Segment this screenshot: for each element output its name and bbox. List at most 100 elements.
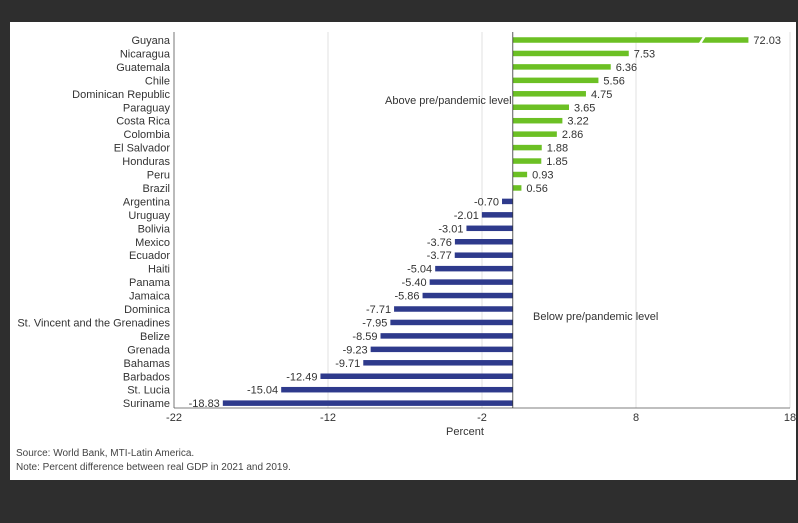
value-label: 3.22: [567, 116, 588, 128]
value-label: 0.56: [526, 183, 547, 195]
value-label: -5.40: [402, 277, 427, 289]
value-label: 4.75: [591, 89, 612, 101]
x-tick-label: 18: [784, 412, 796, 424]
bar: [512, 50, 629, 57]
bar: [502, 198, 513, 205]
footnote: Note: Percent difference between real GD…: [16, 462, 291, 473]
value-label: 2.86: [562, 129, 583, 141]
category-label: Brazil: [142, 183, 170, 195]
bar: [281, 386, 513, 393]
bar: [466, 225, 513, 232]
category-label: Grenada: [127, 344, 171, 356]
category-label: Suriname: [123, 398, 170, 410]
bar: [422, 292, 513, 299]
category-label: Guyana: [131, 35, 170, 47]
category-label: Nicaragua: [120, 48, 171, 60]
value-label: -9.23: [343, 344, 368, 356]
category-label: Mexico: [135, 237, 170, 249]
gridlines: [327, 32, 791, 408]
x-tick-label: -2: [477, 412, 487, 424]
category-label: Peru: [147, 170, 170, 182]
category-label: St. Vincent and the Grenadines: [17, 317, 170, 329]
chart-card: Guyana Nicaragua Guatemala Chile Dominican R…: [10, 22, 796, 480]
category-label: Bahamas: [124, 358, 171, 370]
category-label: Argentina: [123, 196, 171, 208]
value-label: -12.49: [286, 371, 317, 383]
value-label: 0.93: [532, 170, 553, 182]
x-tick-label: -22: [166, 412, 182, 424]
bar: [390, 319, 513, 326]
x-axis-label: Percent: [446, 426, 484, 438]
bar: [512, 37, 749, 43]
category-label: Jamaica: [129, 291, 171, 303]
bar: [435, 265, 513, 272]
value-label: -2.01: [454, 210, 479, 222]
value-label: 7.53: [634, 48, 655, 60]
bar: [222, 400, 513, 406]
bar: [512, 77, 599, 84]
value-label: -15.04: [247, 385, 278, 397]
bar: [320, 373, 513, 379]
category-label: Uruguay: [128, 210, 170, 222]
value-label: -5.86: [394, 291, 419, 303]
category-label: Barbados: [123, 371, 171, 383]
bar: [512, 144, 542, 151]
value-label: -3.77: [427, 250, 452, 262]
value-label: -7.95: [362, 317, 387, 329]
category-label: Bolivia: [138, 223, 171, 235]
bar: [512, 158, 542, 164]
bar: [370, 346, 513, 353]
source-note: Source: World Bank, MTI-Latin America.: [16, 448, 195, 459]
axes: -22 -12 -2 8 18: [166, 32, 796, 424]
annotation-above: Above pre/pandemic level: [385, 95, 512, 107]
value-label: 1.85: [546, 156, 567, 168]
x-tick-label: 8: [633, 412, 639, 424]
bar: [454, 239, 513, 245]
value-labels: 72.03 7.53 6.365.56 4.753.65 3.222.86 1.881.8…: [189, 35, 781, 410]
bar: [363, 360, 513, 366]
category-label: Panama: [129, 277, 171, 289]
category-label: Haiti: [148, 264, 170, 276]
value-label: -9.71: [335, 358, 360, 370]
category-label: Dominica: [124, 304, 171, 316]
category-label: Paraguay: [123, 102, 171, 114]
category-label: Costa Rica: [116, 116, 171, 128]
category-label: St. Lucia: [127, 385, 171, 397]
bar: [512, 171, 528, 178]
axis-break-mark: [698, 34, 707, 46]
bar: [512, 185, 522, 191]
category-label: Guatemala: [116, 62, 171, 74]
category-label: Ecuador: [129, 250, 170, 262]
value-label: 6.36: [616, 62, 637, 74]
bar: [512, 117, 563, 124]
value-label: 1.88: [547, 143, 568, 155]
bar: [512, 91, 586, 97]
value-label: 5.56: [603, 75, 624, 87]
value-label: 3.65: [574, 102, 595, 114]
category-label: Dominican Republic: [72, 89, 170, 101]
category-label: El Salvador: [114, 143, 171, 155]
category-label: Belize: [140, 331, 170, 343]
bar: [394, 306, 513, 312]
value-label: -3.01: [438, 223, 463, 235]
x-tick-label: -12: [320, 412, 336, 424]
bar: [512, 131, 557, 137]
bar: [429, 279, 513, 285]
value-label: -0.70: [474, 196, 499, 208]
value-label: -3.76: [427, 237, 452, 249]
value-label: -8.59: [352, 331, 377, 343]
bars: [222, 34, 749, 406]
value-label: -5.04: [407, 264, 432, 276]
value-label: 72.03: [753, 35, 781, 47]
annotation-below: Below pre/pandemic level: [533, 311, 658, 323]
value-label: -7.71: [366, 304, 391, 316]
bar: [512, 64, 611, 70]
category-label: Colombia: [124, 129, 171, 141]
category-label: Honduras: [122, 156, 170, 168]
category-label: Chile: [145, 75, 170, 87]
bar: [454, 252, 513, 258]
value-label: -18.83: [189, 398, 220, 410]
bar: [481, 212, 513, 218]
